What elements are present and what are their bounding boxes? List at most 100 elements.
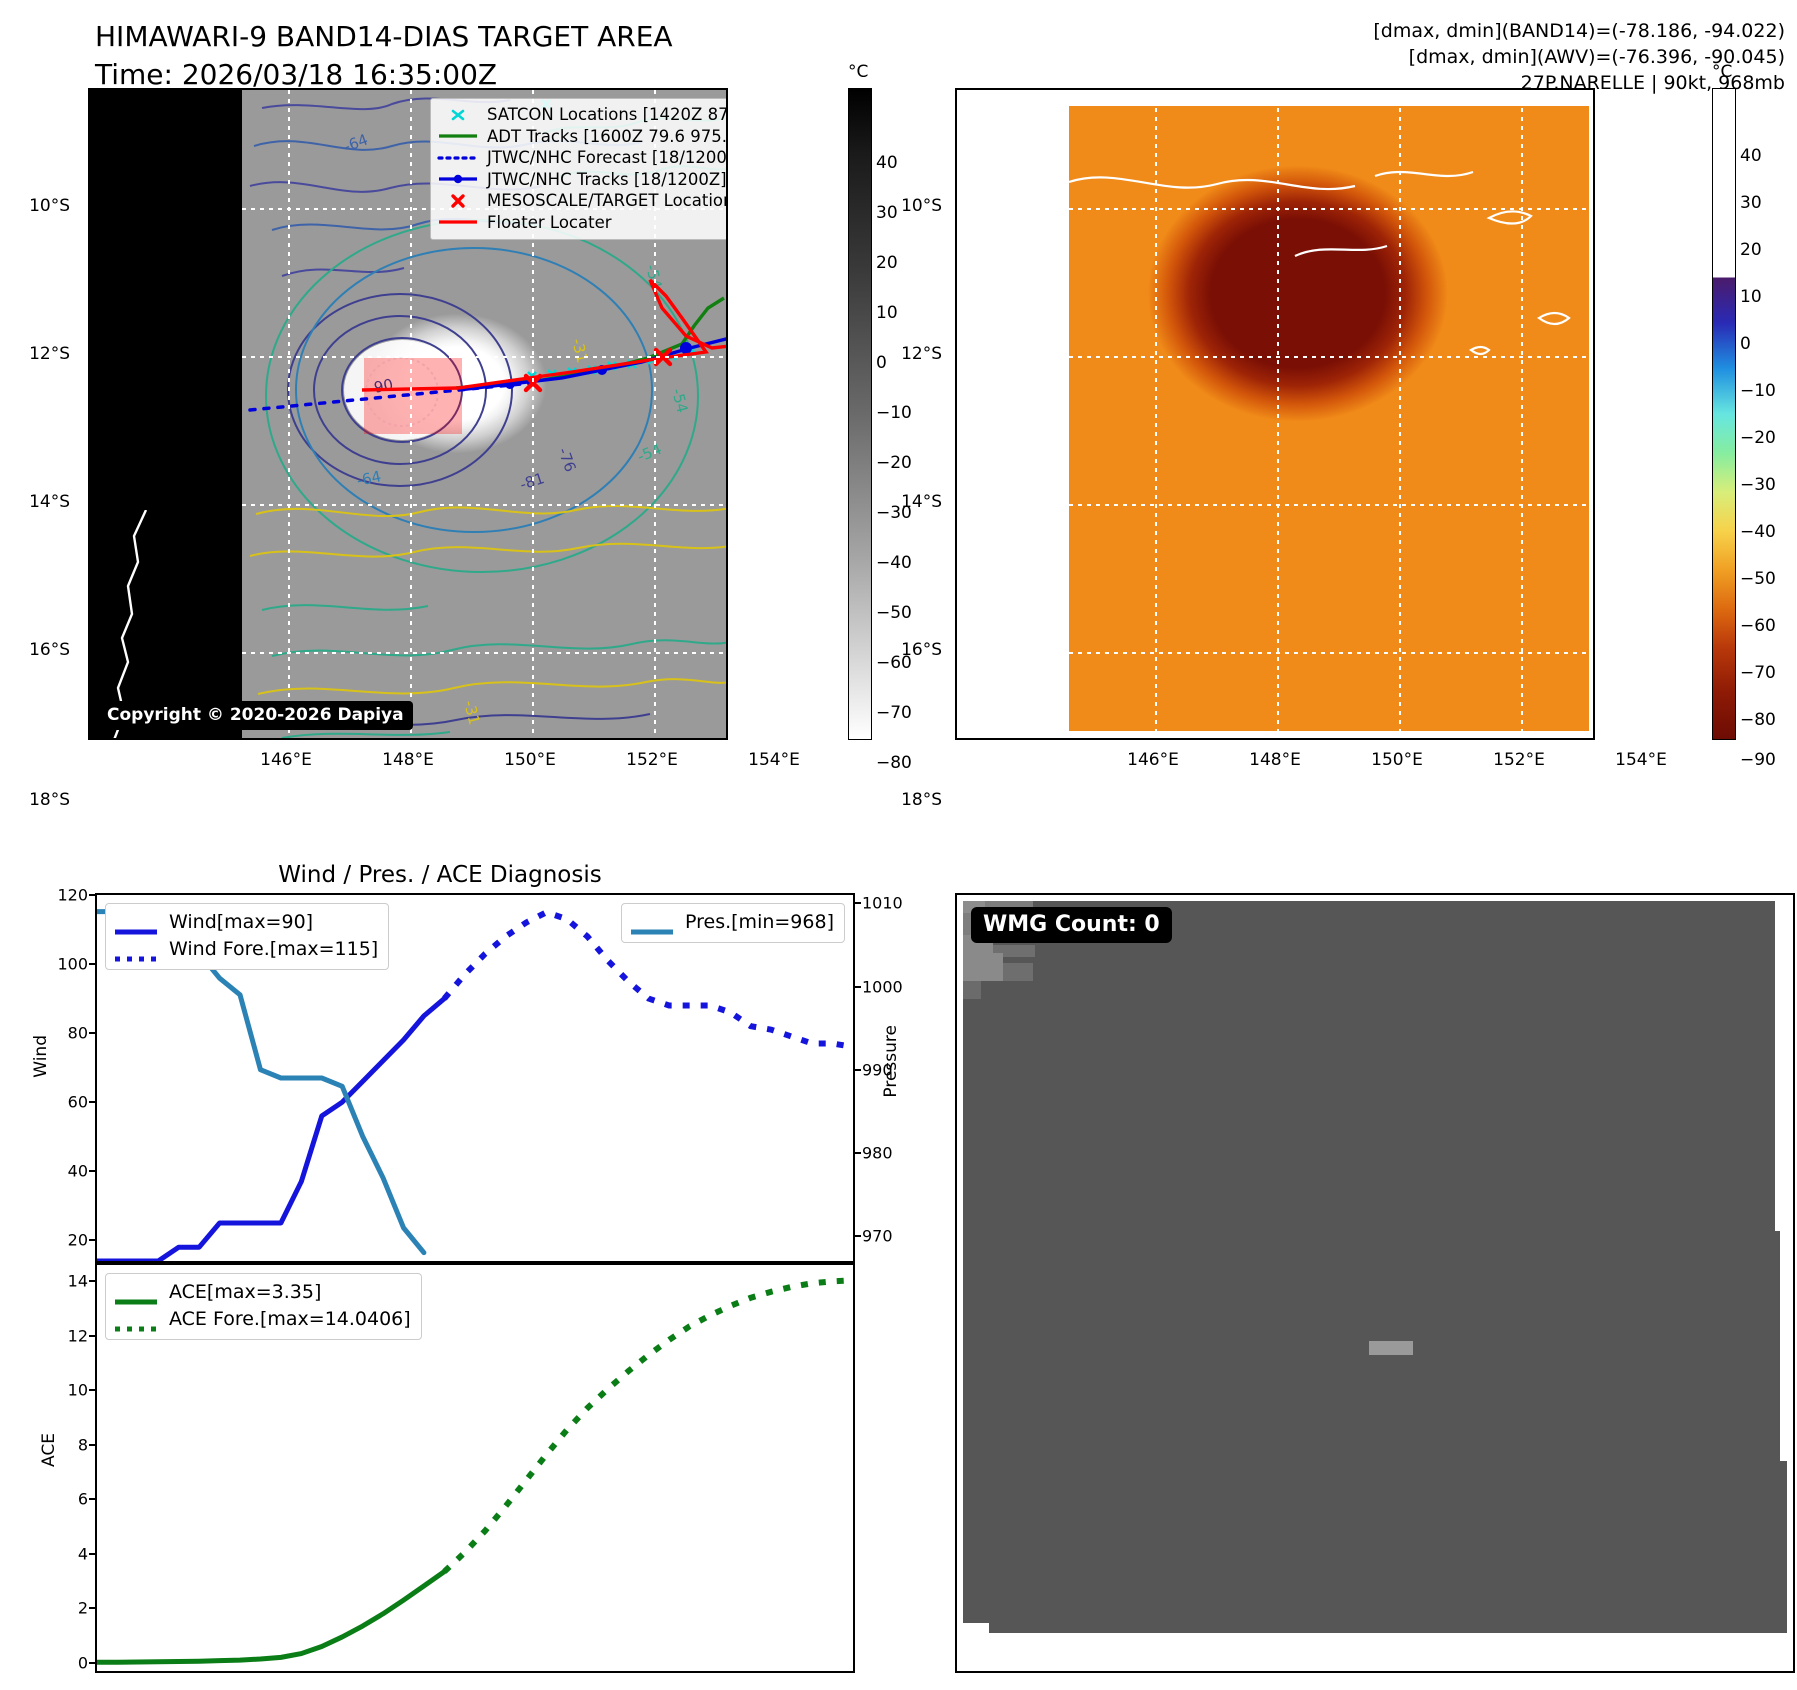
grid-lon-150e — [532, 90, 534, 738]
ace-plot — [94, 1277, 854, 1665]
wind-tick-mark — [89, 1239, 97, 1242]
wind-tick: 40 — [67, 1161, 88, 1181]
wind-axis-label: Wind — [31, 1035, 51, 1078]
ace-forecast-dotted-icon — [113, 1315, 159, 1331]
pressure-tick-mark — [853, 902, 861, 905]
coastline-overlay — [1069, 170, 1571, 356]
pressure-tick-mark — [853, 1235, 861, 1238]
ace-tick-mark — [89, 1280, 97, 1283]
grid-lat-14s — [242, 504, 726, 506]
title-line-1: HIMAWARI-9 BAND14-DIAS TARGET AREA — [95, 20, 673, 53]
legend-label: ACE Fore.[max=14.0406] — [169, 1308, 411, 1330]
ace-tick: 2 — [77, 1598, 88, 1618]
grid-lon-146e — [1155, 90, 1157, 738]
pressure-tick: 1000 — [862, 977, 903, 996]
cb-tick: −10 — [1740, 381, 1776, 401]
pressure-line-icon — [629, 918, 675, 934]
legend-label: ACE[max=3.35] — [169, 1281, 322, 1303]
cb-tick: −30 — [876, 503, 912, 523]
ace-tick: 4 — [77, 1544, 88, 1564]
legend-item-ace-forecast: ACE Fore.[max=14.0406] — [113, 1306, 411, 1333]
cb-tick: −60 — [1740, 616, 1776, 636]
wind-pressure-chart[interactable]: 20 40 60 80 100 120 970 980 990 1000 1010 Wind Pr… — [31, 886, 903, 1264]
lon-tick: 154°E — [748, 750, 800, 770]
cb-tick: −30 — [1740, 475, 1776, 495]
ace-tick: 0 — [77, 1653, 88, 1673]
ace-tick-mark — [89, 1607, 97, 1610]
grid-lat-10s — [1069, 208, 1589, 210]
enhanced-ir-panel[interactable] — [955, 88, 1595, 740]
grid-lat-14s — [1069, 504, 1589, 506]
legend-label: ADT Tracks [1600Z 79.6 975.7] — [487, 126, 728, 146]
lon-tick: 150°E — [504, 750, 556, 770]
forecast-dotted-icon — [437, 150, 479, 166]
grid-lat-12s — [1069, 356, 1589, 358]
lon-tick: 146°E — [260, 750, 312, 770]
wmg-count-badge: WMG Count: 0 — [971, 907, 1172, 943]
ace-tick: 8 — [77, 1435, 88, 1455]
satcon-x-icon — [437, 107, 479, 123]
cb-tick: 0 — [876, 353, 887, 373]
grid-lat-16s — [242, 652, 726, 654]
lon-tick: 148°E — [382, 750, 434, 770]
copyright-notice: Copyright © 2020-2026 Dapiya — [98, 701, 413, 730]
wind-legend: Wind[max=90] Wind Fore.[max=115] — [105, 903, 390, 970]
left-panel-lon-axis: 146°E 148°E 150°E 152°E 154°E — [88, 740, 800, 776]
lon-tick: 152°E — [1493, 750, 1545, 770]
legend-item-floater-locater: Floater Locater — [437, 212, 726, 234]
wind-tick: 100 — [57, 954, 88, 974]
wmg-panel[interactable]: WMG Count: 0 — [955, 893, 1795, 1673]
legend-item-wind-forecast: Wind Fore.[max=115] — [113, 936, 378, 963]
pressure-tick-mark — [853, 985, 861, 988]
legend-item-mesoscale-target: MESOSCALE/TARGET Location — [437, 190, 728, 212]
title-line-2: Time: 2026/03/18 16:35:00Z — [95, 58, 498, 91]
cb-tick: −20 — [1740, 428, 1776, 448]
right-panel-lat-axis: 10°S 12°S 14°S 16°S 18°S — [866, 88, 952, 810]
legend-label: Pres.[min=968] — [685, 911, 834, 933]
legend-label: MESOSCALE/TARGET Location — [487, 191, 728, 210]
legend-label: SATCON Locations [1420Z 87 970] — [487, 105, 728, 124]
wind-tick: 120 — [57, 885, 88, 905]
svg-text:-64: -64 — [341, 130, 370, 155]
cb-tick: 0 — [1740, 334, 1751, 354]
band14-colorbar[interactable]: °C 40 30 20 10 0 −10 −20 −30 −40 −50 −60… — [848, 62, 938, 773]
wind-tick-mark — [89, 1032, 97, 1035]
enhanced-ir-colorbar[interactable]: °C 40 30 20 10 0 −10 −20 −30 −40 −50 −60… — [1712, 62, 1797, 770]
meta-band14-range: [dmax, dmin](BAND14)=(-78.186, -94.022) — [1373, 20, 1785, 42]
legend-item-ace: ACE[max=3.35] — [113, 1279, 411, 1306]
map-legend: SATCON Locations [1420Z 87 970] ADT Trac… — [430, 98, 728, 240]
lat-tick: 16°S — [29, 640, 70, 660]
legend-item-wind: Wind[max=90] — [113, 909, 378, 936]
lon-tick: 154°E — [1615, 750, 1667, 770]
floater-line-icon — [437, 214, 479, 230]
ace-chart[interactable]: 0 2 4 6 8 10 12 14 ACE ACE[max=3.35] ACE Fore.[… — [39, 1263, 855, 1673]
svg-text:-31: -31 — [460, 699, 483, 727]
ace-tick-mark — [89, 1498, 97, 1501]
grid-lon-146e — [288, 90, 290, 738]
wmg-image — [963, 901, 1787, 1647]
ace-tick-mark — [89, 1661, 97, 1664]
pressure-tick-mark — [853, 1151, 861, 1154]
cb-tick: 10 — [1740, 287, 1762, 307]
meta-awv-range: [dmax, dmin](AWV)=(-76.396, -90.045) — [1408, 46, 1785, 68]
ace-tick: 12 — [67, 1326, 88, 1346]
lat-tick: 18°S — [29, 790, 70, 810]
grid-lat-12s — [242, 356, 726, 358]
grid-lat-16s — [1069, 652, 1589, 654]
cb-tick: 20 — [1740, 240, 1762, 260]
wind-forecast-dotted-icon — [113, 945, 159, 961]
ace-tick: 14 — [67, 1271, 88, 1291]
lon-tick: 146°E — [1127, 750, 1179, 770]
wind-line-icon — [113, 918, 159, 934]
wind-tick-mark — [89, 963, 97, 966]
band14-ir-panel[interactable]: -90 -81 -76 -64 -64 -54 -54 -54 -31 -31 — [88, 88, 728, 740]
pressure-tick-mark — [853, 1068, 861, 1071]
colorbar-unit: °C — [848, 62, 869, 82]
legend-label: JTWC/NHC Forecast [18/1200Z] — [487, 148, 728, 167]
svg-text:-54: -54 — [642, 263, 665, 291]
cb-tick: −60 — [876, 653, 912, 673]
legend-item-jtwc-forecast: JTWC/NHC Forecast [18/1200Z] — [437, 147, 728, 169]
legend-item-pressure: Pres.[min=968] — [629, 909, 834, 936]
pressure-tick: 990 — [862, 1060, 893, 1080]
cb-tick: −70 — [1740, 663, 1776, 683]
